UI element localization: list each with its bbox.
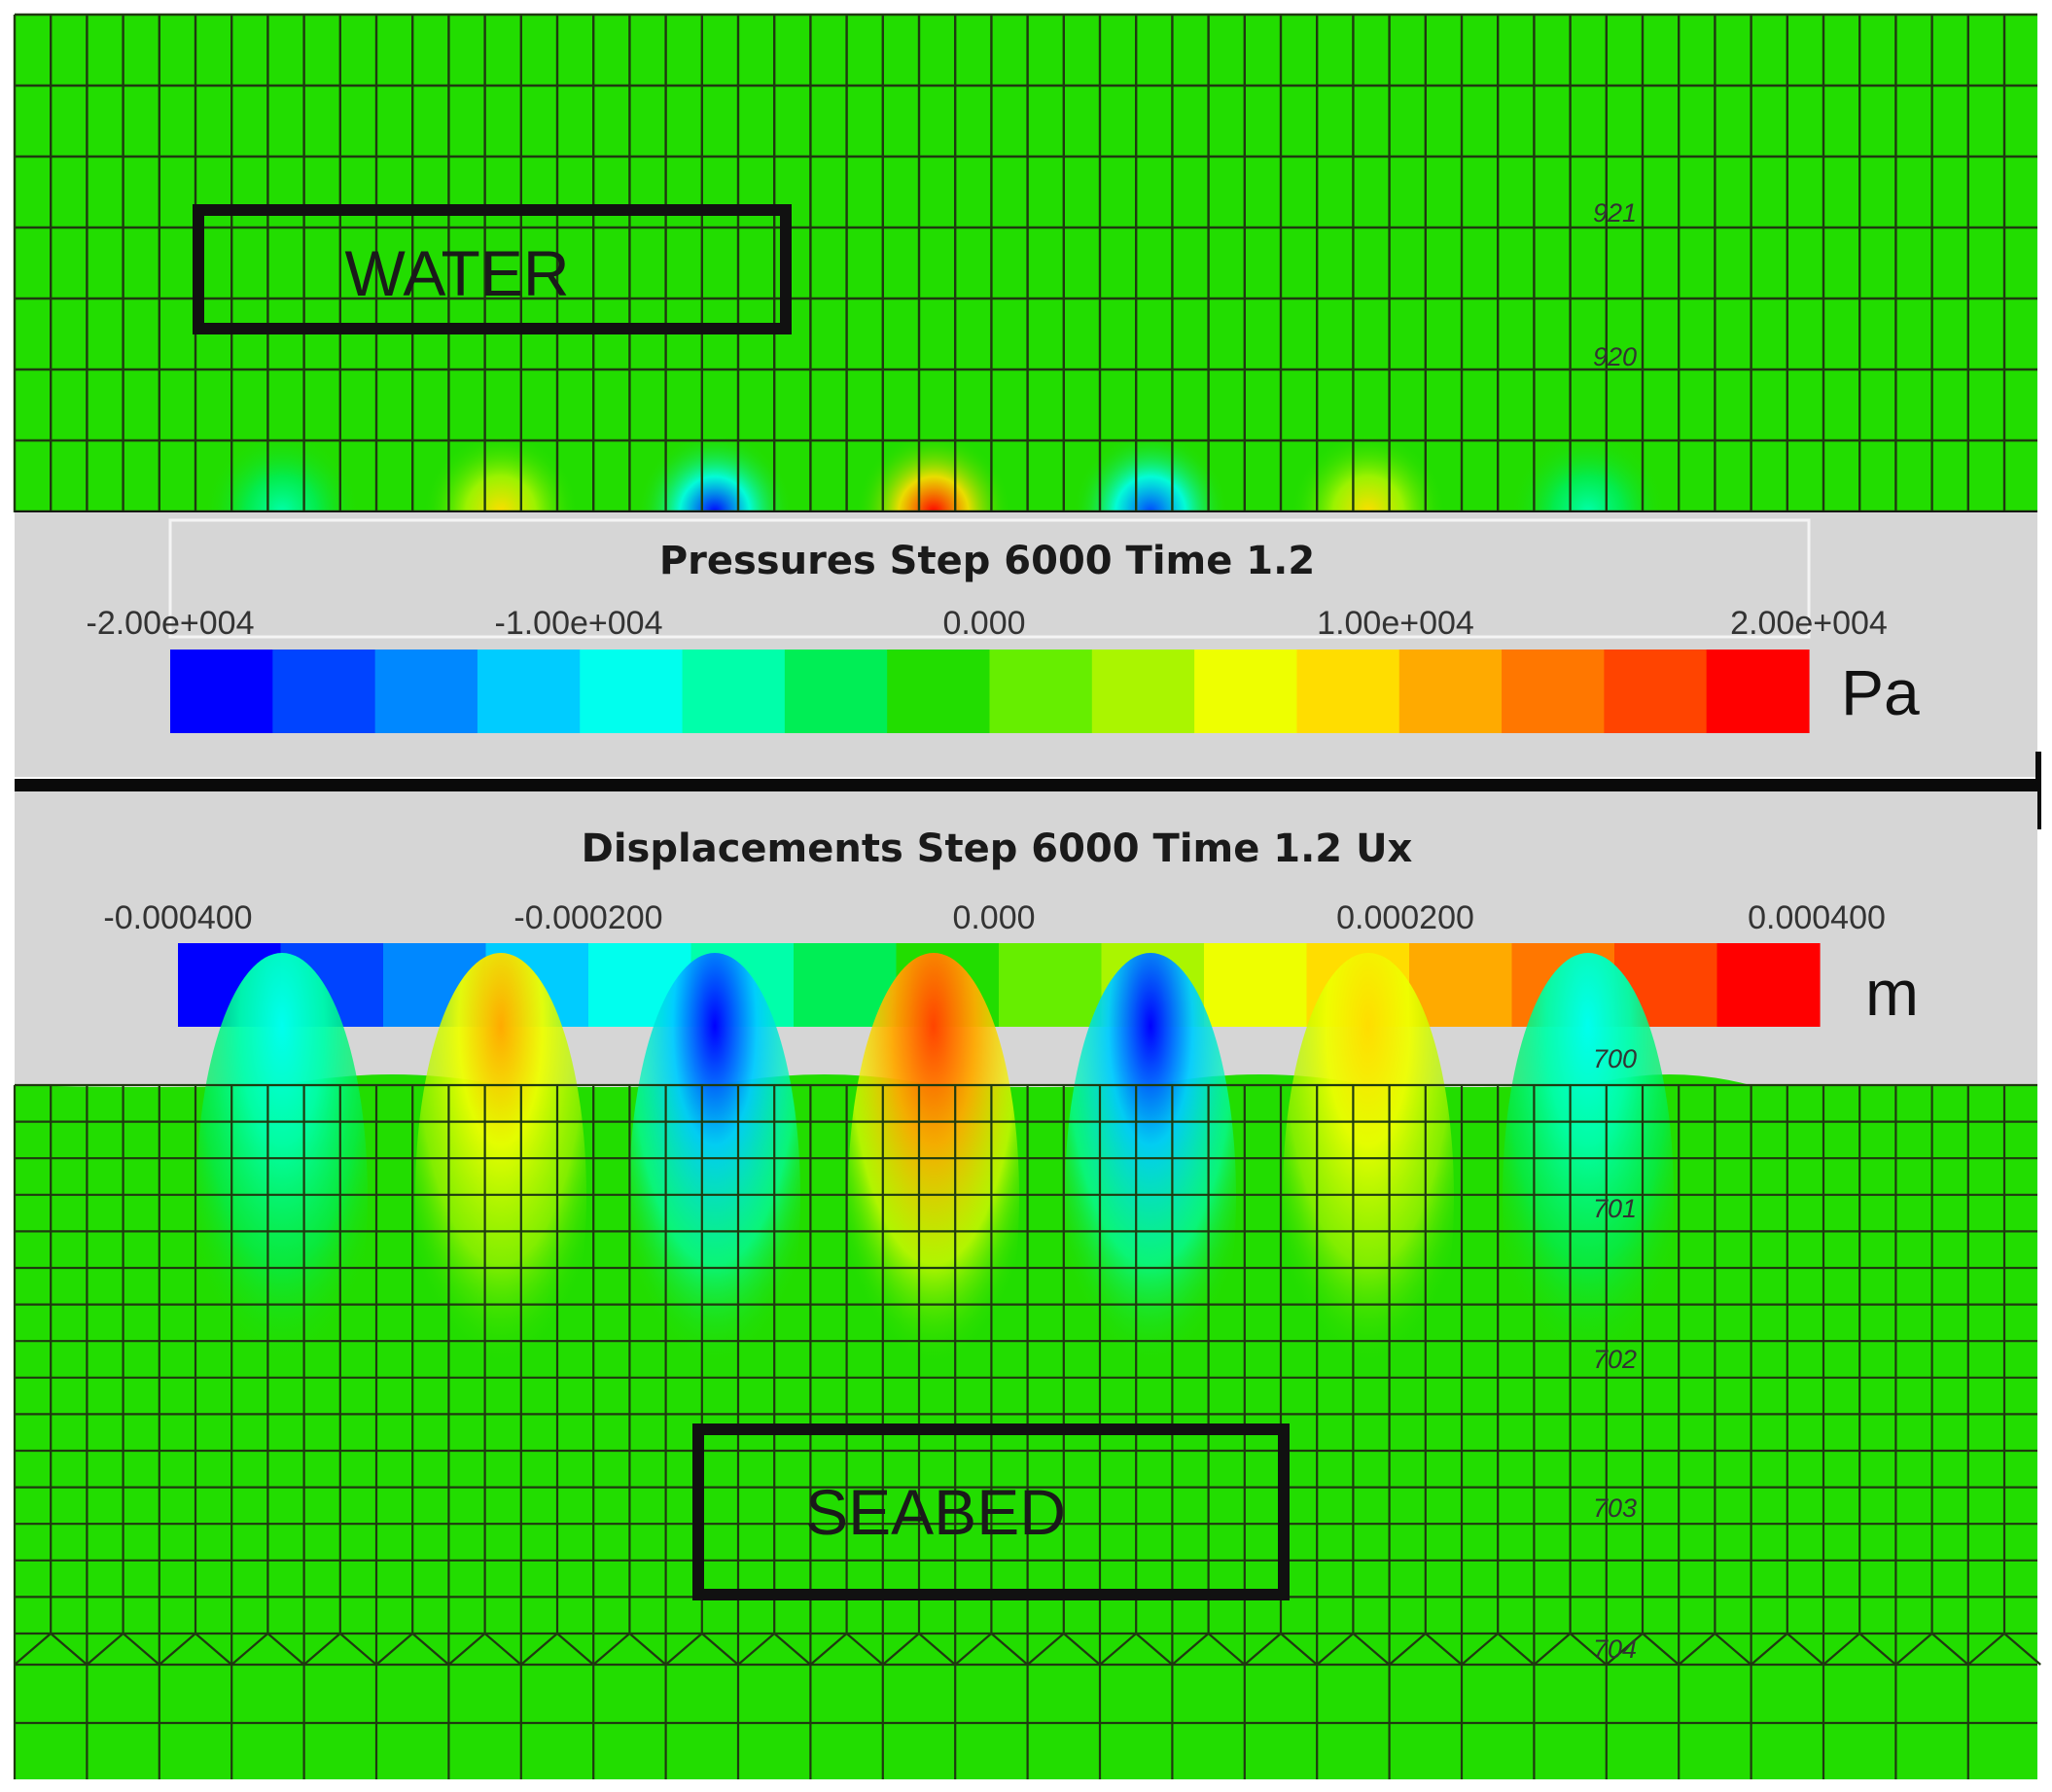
pressure-colorbar-swatch [477, 650, 581, 733]
displacement-tick-2: 0.000 [952, 899, 1035, 936]
pressure-title-frame [168, 518, 1811, 639]
displacement-panel-background [15, 791, 2037, 1085]
pressure-colorbar-swatch [374, 650, 478, 733]
water-mesh [13, 13, 2037, 514]
pressure-tick-4: 2.00e+004 [1730, 605, 1888, 642]
node-label-702: 702 [1593, 1345, 1637, 1374]
displacement-anomaly [629, 953, 800, 1439]
panel-divider [15, 752, 2041, 829]
node-label-701: 701 [1593, 1194, 1637, 1223]
water-label: WATER [345, 237, 570, 309]
pressure-tick-3: 1.00e+004 [1317, 605, 1474, 642]
pressure-colorbar-swatch [1091, 650, 1195, 733]
displacement-anomaly [1065, 953, 1236, 1439]
seabed-mesh [13, 1083, 2041, 1779]
displacement-unit: m [1865, 957, 1919, 1029]
displacement-tick-4: 0.000400 [1748, 899, 1886, 936]
displacement-colorbar-swatch [1204, 943, 1308, 1027]
pressure-colorbar-swatch [1706, 650, 1810, 733]
node-label-704: 704 [1593, 1634, 1637, 1664]
pressure-colorbar-swatch [580, 650, 684, 733]
pressure-colorbar-swatch [887, 650, 991, 733]
pressure-colorbar-swatch [170, 650, 273, 733]
pressure-colorbar-swatch [682, 650, 786, 733]
pressure-tick-2: 0.000 [942, 605, 1025, 642]
seabed-displacement-field [196, 953, 1674, 1439]
pressure-colorbar-swatch [1296, 650, 1400, 733]
pressure-colorbar-swatch [784, 650, 888, 733]
displacement-anomaly [1283, 953, 1454, 1439]
pressure-unit: Pa [1841, 656, 1920, 728]
node-label-921: 921 [1593, 198, 1637, 228]
node-label-700: 700 [1593, 1044, 1637, 1073]
divider-end-tick [2035, 752, 2041, 829]
displacement-anomaly [196, 953, 368, 1439]
displacement-colorbar-swatch [999, 943, 1103, 1027]
divider-line [15, 779, 2037, 791]
water-domain: 921 920 WATER [13, 13, 2037, 592]
pressure-tick-1: -1.00e+004 [495, 605, 663, 642]
node-label-920: 920 [1593, 342, 1637, 371]
pressure-colorbar-swatch [1604, 650, 1708, 733]
pressure-colorbar-swatch [1194, 650, 1298, 733]
displacement-tick-3: 0.000200 [1336, 899, 1474, 936]
displacement-tick-1: -0.000200 [513, 899, 662, 936]
water-background [15, 15, 2037, 512]
pressure-colorbar-swatch [989, 650, 1093, 733]
pressure-colorbar-swatch [272, 650, 376, 733]
pressure-colorbar-title: Pressures Step 6000 Time 1.2 [659, 539, 1315, 583]
pressure-colorbar-swatch [1398, 650, 1503, 733]
displacement-colorbar-title: Displacements Step 6000 Time 1.2 Ux [582, 826, 1413, 871]
displacement-tick-0: -0.000400 [103, 899, 252, 936]
displacement-colorbar-swatch [1716, 943, 1821, 1027]
seabed-domain: 700 701 702 703 704 SEABED [13, 953, 2041, 1779]
pressure-tick-0: -2.00e+004 [87, 605, 255, 642]
displacement-anomaly [415, 953, 586, 1439]
pressure-colorbar-swatch [1502, 650, 1605, 733]
node-label-703: 703 [1593, 1493, 1637, 1523]
displacement-colorbar-swatch [1409, 943, 1513, 1027]
seabed-label-box [692, 1423, 1290, 1600]
displacement-anomaly [1503, 953, 1674, 1439]
pressure-colorbar-panel: Pressures Step 6000 Time 1.2 -2.00e+004 … [15, 512, 2037, 777]
displacement-anomaly [848, 953, 1019, 1439]
seabed-label: SEABED [805, 1476, 1066, 1548]
pressure-colorbar [170, 650, 1810, 733]
water-label-box [193, 204, 792, 334]
